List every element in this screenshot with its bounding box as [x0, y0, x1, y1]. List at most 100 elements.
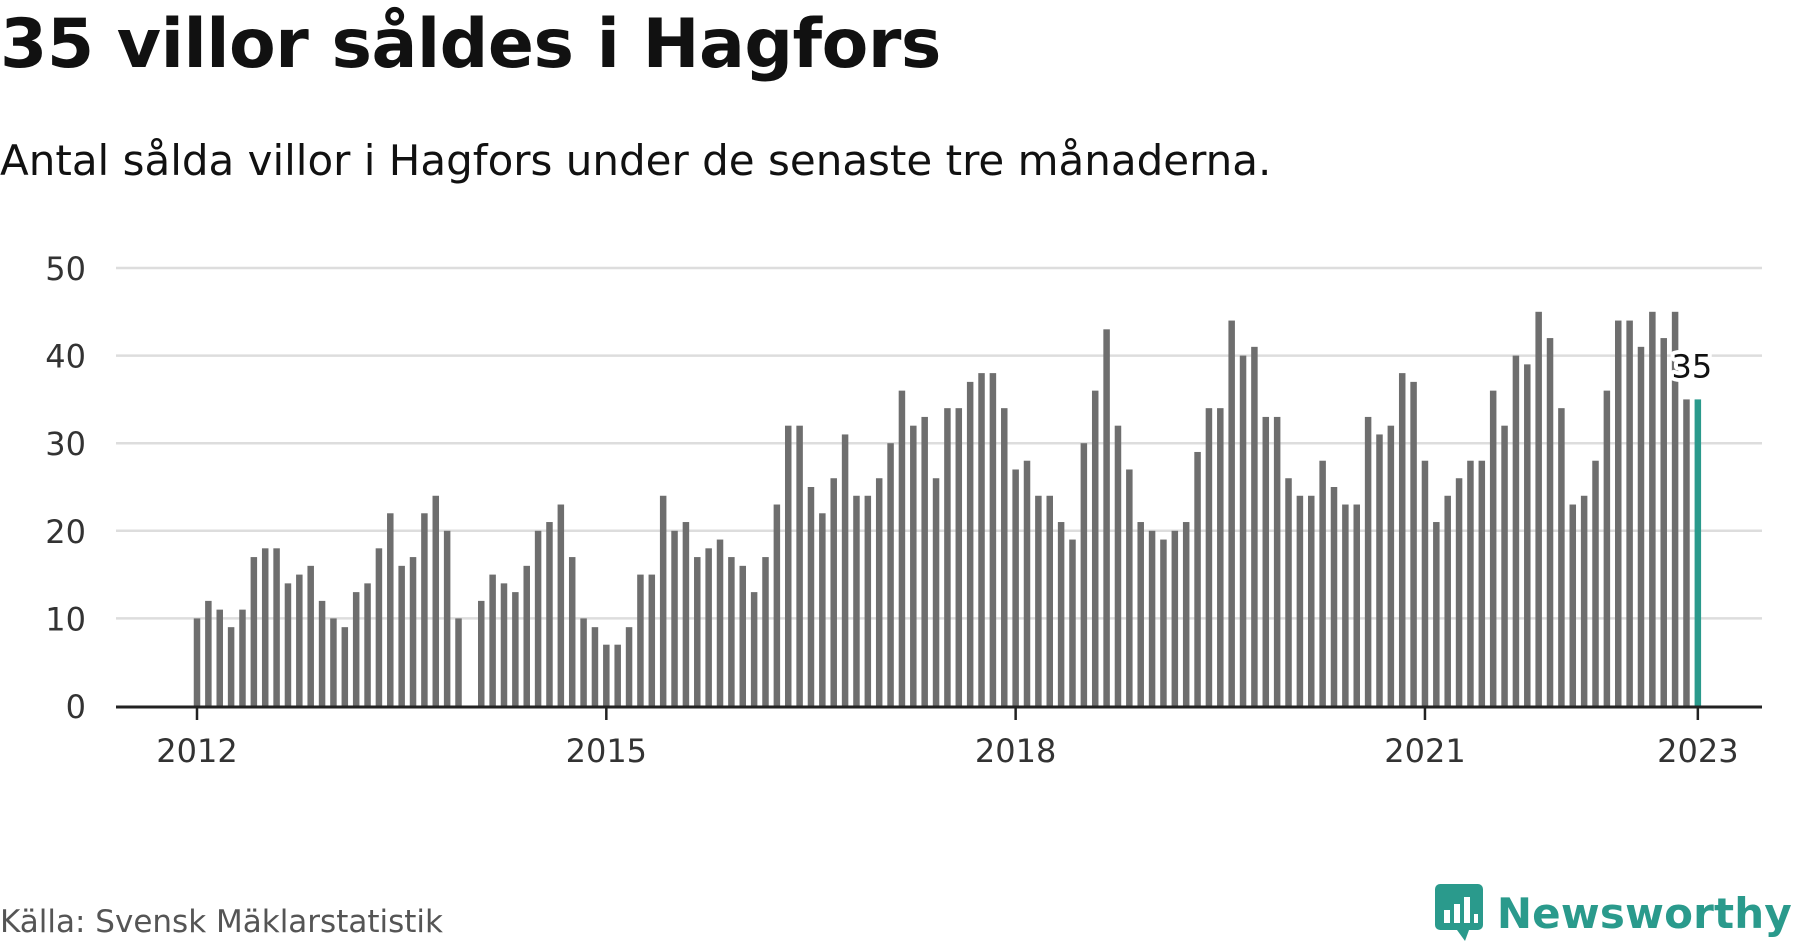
- bar: [989, 373, 997, 706]
- bar: [205, 600, 212, 706]
- bar: [614, 644, 621, 706]
- bar: [819, 513, 826, 706]
- source-note: Källa: Svensk Mäklarstatistik: [0, 904, 443, 940]
- bar: [1444, 495, 1451, 706]
- bar: [1671, 311, 1679, 706]
- bar: [1649, 311, 1656, 706]
- bar: [273, 548, 280, 706]
- bar: [523, 565, 530, 706]
- bar: [1194, 451, 1201, 706]
- bar: [500, 583, 508, 706]
- x-tick-label: 2012: [156, 732, 237, 770]
- bar: [944, 408, 951, 706]
- bar: [1364, 416, 1372, 706]
- bar: [728, 557, 735, 706]
- bar: [250, 557, 258, 706]
- bar: [1126, 469, 1133, 706]
- bar: [1569, 504, 1577, 706]
- bar: [534, 530, 542, 706]
- bar: [659, 495, 667, 706]
- bar: [387, 513, 394, 706]
- bar: [432, 495, 440, 706]
- bar: [1046, 495, 1053, 706]
- bar: [1387, 425, 1395, 706]
- bar: [1308, 495, 1315, 706]
- bar: [807, 487, 815, 706]
- bar: [853, 495, 860, 706]
- bar: [478, 600, 485, 706]
- bar: [978, 373, 985, 706]
- bar: [898, 390, 906, 706]
- bar: [955, 408, 963, 706]
- bar: [1035, 495, 1042, 706]
- x-tick-label: 2015: [566, 732, 647, 770]
- bar: [307, 565, 314, 706]
- bar: [1114, 425, 1122, 706]
- bar: [1342, 504, 1349, 706]
- bar: [1421, 460, 1429, 706]
- highlight-value-label-halo: 35: [1671, 347, 1712, 385]
- bar: [1137, 522, 1144, 706]
- bar: [1205, 408, 1213, 706]
- bar: [1262, 416, 1270, 706]
- bar: [1433, 522, 1440, 706]
- x-tick-label: 2018: [975, 732, 1056, 770]
- bar: [1580, 495, 1588, 706]
- brand-logo: Newsworthy: [1434, 884, 1792, 942]
- bar-chart-speech-bubble-icon: [1434, 884, 1483, 941]
- bar: [1319, 460, 1326, 706]
- bar: [830, 478, 837, 706]
- bar: [1535, 311, 1542, 706]
- bar: [1057, 522, 1065, 706]
- bar: [910, 425, 917, 706]
- chart-title: 35 villor såldes i Hagfors: [0, 5, 941, 84]
- y-tick-label: 20: [45, 513, 86, 551]
- bar: [193, 618, 201, 706]
- y-tick-label: 30: [45, 425, 86, 463]
- bar: [796, 425, 803, 706]
- bar: [784, 425, 792, 706]
- bar: [580, 618, 587, 706]
- bar: [227, 627, 235, 706]
- bar: [330, 618, 337, 706]
- bar: [1069, 539, 1076, 706]
- bar: [671, 530, 678, 706]
- bar: [591, 627, 599, 706]
- bar: [648, 574, 656, 706]
- bar: [1217, 408, 1224, 706]
- bar: [1001, 408, 1008, 706]
- bar: [1353, 504, 1360, 706]
- bar: [841, 434, 849, 706]
- bar: [1410, 381, 1417, 706]
- bar: [1023, 460, 1031, 706]
- x-tick-label: 2023: [1657, 732, 1738, 770]
- bar: [296, 574, 303, 706]
- bar: [1103, 329, 1110, 706]
- bar: [546, 522, 553, 706]
- bar: [341, 627, 349, 706]
- bar: [1296, 495, 1304, 706]
- bar: [1637, 346, 1645, 706]
- bar: [489, 574, 496, 706]
- bar: [932, 478, 940, 706]
- bar: [1455, 478, 1463, 706]
- bar: [762, 557, 769, 706]
- bar: [364, 583, 371, 706]
- bar: [887, 443, 894, 706]
- bar: [1376, 434, 1383, 706]
- bar: [921, 416, 928, 706]
- bar: [1626, 320, 1633, 706]
- bar: [750, 592, 758, 706]
- bar: [1592, 460, 1599, 706]
- bar: [1228, 320, 1235, 706]
- bar: [1160, 539, 1167, 706]
- bar: [1512, 355, 1520, 706]
- y-tick-label: 10: [45, 600, 86, 638]
- chart-subtitle: Antal sålda villor i Hagfors under de se…: [0, 136, 1272, 185]
- bar: [409, 557, 417, 706]
- y-tick-label: 0: [66, 688, 86, 726]
- bar: [1615, 320, 1622, 706]
- y-tick-label: 40: [45, 338, 86, 376]
- bar: [705, 548, 712, 706]
